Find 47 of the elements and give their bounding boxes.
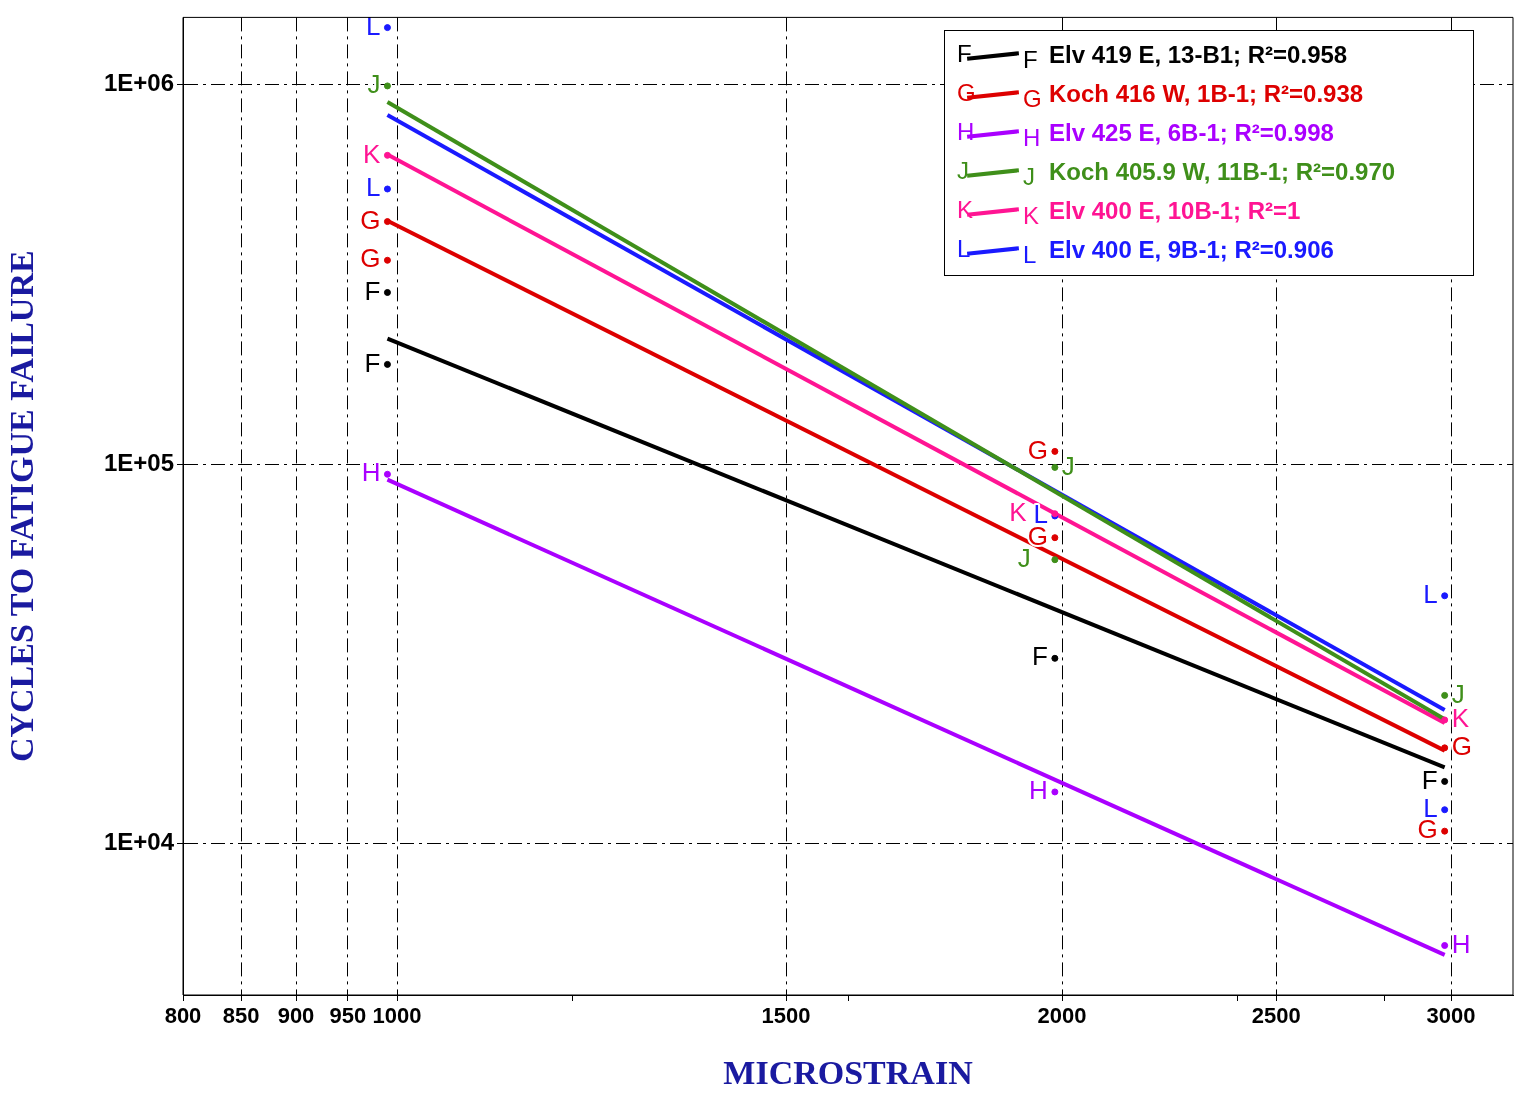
data-label: H bbox=[361, 457, 381, 488]
text: J bbox=[1023, 162, 1035, 190]
data-label: K bbox=[363, 138, 382, 169]
data-label: J bbox=[1061, 450, 1075, 481]
x-tick-label: 3000 bbox=[1426, 1003, 1476, 1029]
data-label: F bbox=[364, 275, 381, 306]
data-label: F bbox=[364, 347, 381, 378]
data-label: G bbox=[1027, 434, 1048, 465]
x-tick-label: 1000 bbox=[372, 1003, 422, 1029]
data-label: K bbox=[1009, 496, 1028, 527]
data-label: L bbox=[1423, 578, 1438, 609]
x-tick-label: 2500 bbox=[1251, 1003, 1301, 1029]
data-label: F bbox=[1031, 641, 1048, 672]
legend-label: Elv 419 E, 13-B1; R²=0.958 bbox=[1049, 40, 1348, 69]
text: H bbox=[1023, 123, 1041, 151]
data-label: G bbox=[360, 243, 381, 274]
data-label: G bbox=[360, 204, 381, 235]
text: L bbox=[957, 234, 971, 262]
x-axis-title: MICROSTRAIN bbox=[723, 1054, 974, 1092]
legend-label: Koch 405.9 W, 11B-1; R²=0.970 bbox=[1049, 157, 1396, 186]
x-tick-label: 850 bbox=[222, 1003, 260, 1029]
y-tick-label: 1E+06 bbox=[103, 68, 174, 96]
legend-label: Elv 400 E, 9B-1; R²=0.906 bbox=[1049, 235, 1334, 264]
x-tick-label: 1500 bbox=[761, 1003, 811, 1029]
y-tick-label: 1E+04 bbox=[103, 828, 175, 856]
text: K bbox=[1023, 201, 1040, 229]
data-label: H bbox=[1451, 928, 1471, 959]
text: G bbox=[1023, 84, 1042, 112]
legend-label: Elv 425 E, 6B-1; R²=0.998 bbox=[1049, 118, 1334, 147]
text: F bbox=[957, 39, 972, 67]
x-tick-label: 800 bbox=[164, 1003, 202, 1029]
legend-label: Koch 416 W, 1B-1; R²=0.938 bbox=[1049, 79, 1364, 108]
data-label: F bbox=[1421, 764, 1438, 795]
text: F bbox=[1023, 45, 1038, 73]
y-tick-label: 1E+05 bbox=[103, 448, 174, 476]
x-tick-label: 2000 bbox=[1037, 1003, 1087, 1029]
data-label: J bbox=[367, 69, 381, 100]
text: J bbox=[957, 156, 969, 184]
data-label: L bbox=[365, 172, 381, 203]
data-label: L bbox=[365, 10, 381, 41]
text: L bbox=[1023, 240, 1037, 268]
legend-label: Elv 400 E, 10B-1; R²=1 bbox=[1049, 196, 1301, 225]
data-label: G bbox=[1451, 731, 1472, 762]
x-tick-label: 950 bbox=[329, 1003, 367, 1029]
x-tick-label: 900 bbox=[277, 1003, 315, 1029]
y-axis-title: CYCLES TO FATIGUE FAILURE bbox=[3, 250, 41, 763]
data-label: H bbox=[1029, 775, 1048, 806]
